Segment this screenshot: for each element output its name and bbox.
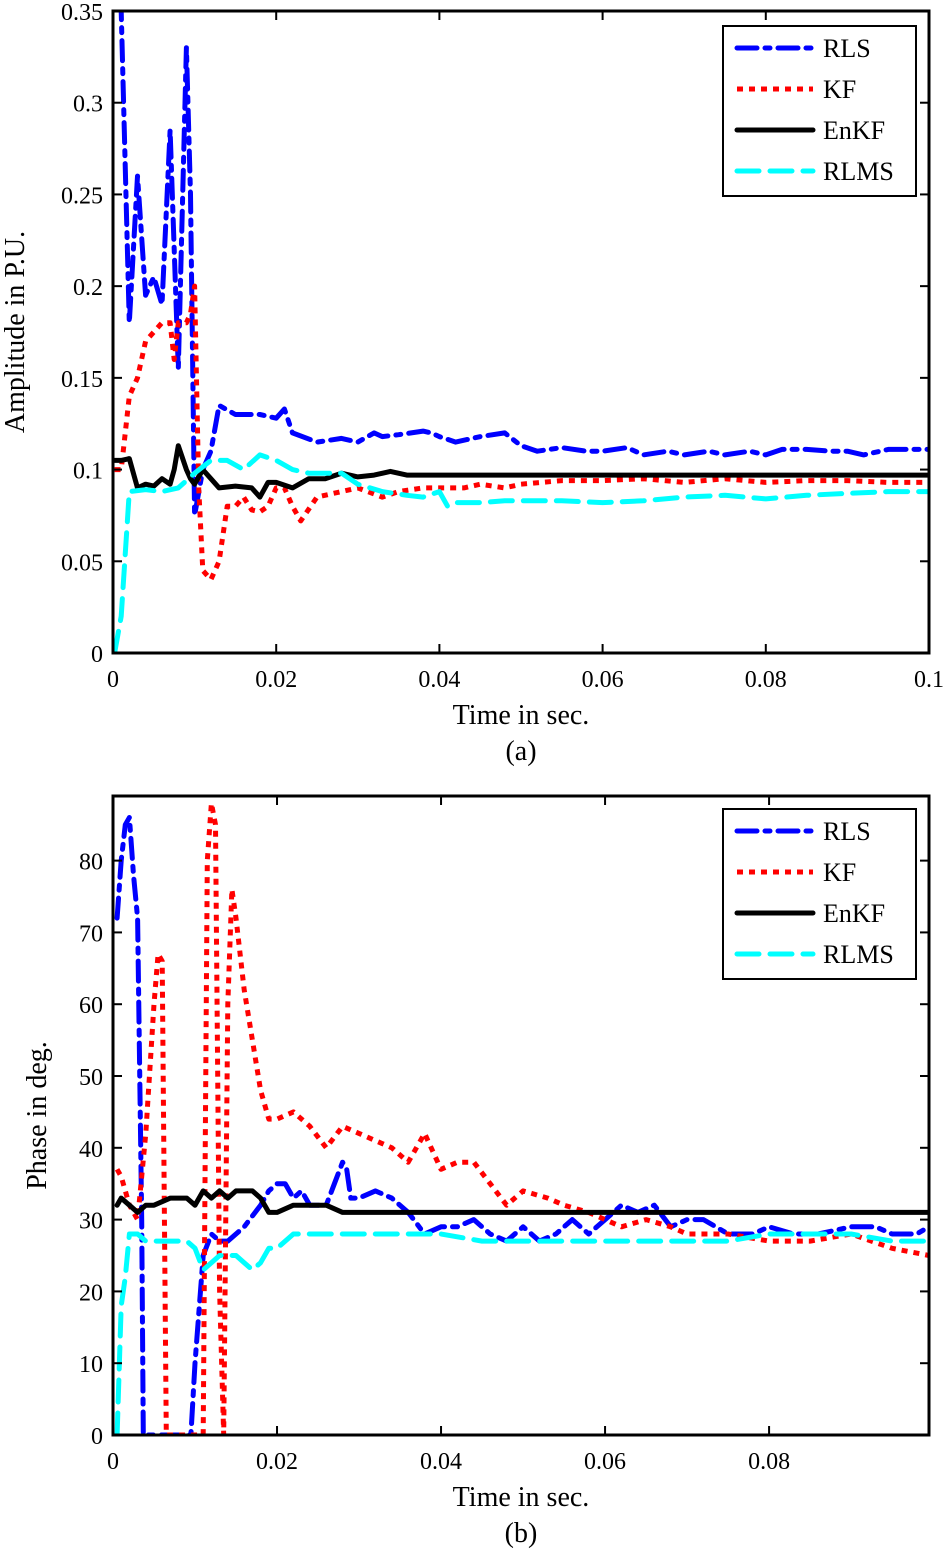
legend-box [722, 808, 917, 980]
plot-frame [111, 794, 931, 1437]
x-axis-title: Time in sec. [453, 1482, 590, 1513]
x-tick-label: 0.1 [914, 667, 943, 693]
y-tick-label: 0 [91, 1424, 103, 1450]
legend: RLS KF EnKF RLMS [722, 808, 917, 980]
y-tick-label: 0.05 [61, 550, 103, 576]
y-tick-label: 60 [79, 993, 103, 1019]
x-tick-label: 0.04 [418, 667, 460, 693]
y-tick-label: 40 [79, 1137, 103, 1163]
legend-label-rlms: RLMS [823, 157, 894, 186]
x-tick-label: 0.08 [745, 667, 787, 693]
series-line-rls [118, 11, 929, 518]
subfigure-caption: (b) [505, 1518, 538, 1549]
y-tick-label: 30 [79, 1209, 103, 1235]
legend-label-rls: RLS [823, 817, 871, 846]
y-tick-label: 0.1 [73, 459, 103, 485]
legend-box [722, 25, 917, 197]
series-line-kf [114, 800, 929, 1435]
subfigure-caption: (a) [505, 736, 536, 767]
legend-label-kf: KF [823, 75, 856, 104]
x-axis-title: Time in sec. [453, 700, 590, 731]
y-tick-label: 50 [79, 1065, 103, 1091]
series-group [113, 11, 929, 653]
legend: RLS KF EnKF RLMS [722, 25, 917, 197]
y-tick-label: 70 [79, 921, 103, 947]
plot-frame [111, 9, 931, 655]
y-tick-label: 0.3 [73, 92, 103, 118]
y-tick-label: 10 [79, 1352, 103, 1378]
series-line-rlms [113, 452, 929, 653]
series-line-kf [114, 283, 929, 583]
x-tick-label: 0.08 [748, 1449, 790, 1475]
x-tick-label: 0.02 [256, 1449, 298, 1475]
y-tick-label: 20 [79, 1280, 103, 1306]
y-axis-title: Amplitude in P.U. [0, 231, 31, 433]
series-line-rlms [114, 1231, 929, 1435]
chart-phase: 0 0.02 0.04 0.06 0.08 0 10 20 30 40 50 60 70 80 Time i… [22, 794, 931, 1549]
y-tick-label: 0.2 [73, 275, 103, 301]
y-tick-label: 80 [79, 850, 103, 876]
legend-label-rlms: RLMS [823, 940, 894, 969]
y-tick-label: 0.25 [61, 183, 103, 209]
y-tick-label: 0.15 [61, 367, 103, 393]
x-tick-label: 0.02 [255, 667, 297, 693]
legend-label-rls: RLS [823, 34, 871, 63]
series-line-rls [114, 815, 929, 1435]
legend-label-enkf: EnKF [823, 116, 885, 145]
x-tick-label: 0.06 [582, 667, 624, 693]
legend-label-kf: KF [823, 858, 856, 887]
chart-amplitude: 0 0.02 0.04 0.06 0.08 0.1 0 0.05 0.1 0.15 0.2 0.25 0… [0, 0, 943, 767]
y-tick-label: 0.35 [61, 0, 103, 26]
legend-label-enkf: EnKF [823, 899, 885, 928]
x-tick-label: 0.06 [584, 1449, 626, 1475]
x-tick-label: 0 [107, 1449, 119, 1475]
series-group [114, 800, 929, 1435]
series-line-enkf [114, 1188, 929, 1215]
y-axis-title: Phase in deg. [22, 1041, 53, 1190]
x-tick-label: 0 [107, 667, 119, 693]
x-tick-label: 0.04 [420, 1449, 462, 1475]
series-line-enkf [113, 443, 929, 500]
y-tick-label: 0 [91, 642, 103, 668]
